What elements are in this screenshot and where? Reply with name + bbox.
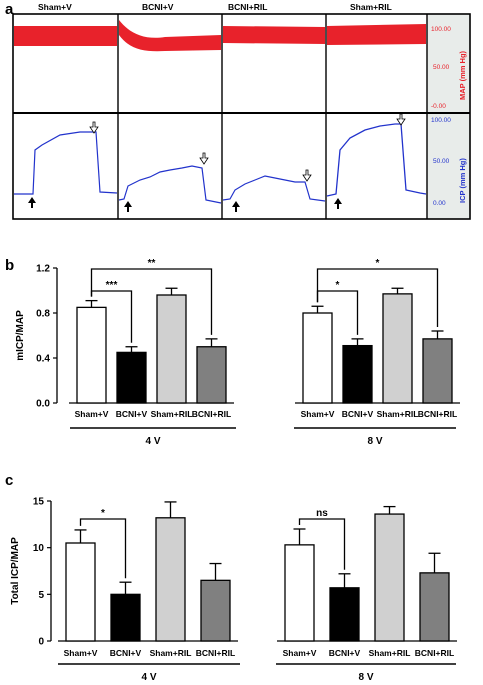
category-label: Sham+V xyxy=(283,648,317,658)
bar xyxy=(422,338,453,404)
map-tick-0: -0.00 xyxy=(431,103,446,110)
bar xyxy=(342,344,373,404)
y-tick-label: 10 xyxy=(33,543,45,554)
category-label: BCNI+V xyxy=(342,409,374,419)
bar xyxy=(200,579,231,642)
map-tick-100: 100.00 xyxy=(431,26,451,33)
category-label: BCNI+RIL xyxy=(415,648,454,658)
icp-trace-sham-v xyxy=(14,131,118,195)
group-label: 4 V xyxy=(141,672,156,683)
panel-label-c: c xyxy=(5,472,13,489)
category-label: Sham+RIL xyxy=(150,648,192,658)
y-tick-label: 0.8 xyxy=(36,309,50,320)
significance-label: * xyxy=(376,258,380,269)
y-tick-label: 1.2 xyxy=(36,264,50,275)
group-label: 8 V xyxy=(358,672,373,683)
trace-title-bcni-v: BCNI+V xyxy=(142,2,174,12)
category-label: Sham+V xyxy=(64,648,98,658)
category-label: Sham+RIL xyxy=(151,409,193,419)
map-trace-bcni-ril xyxy=(223,26,325,44)
chart-c: 0 5 10 15 Total ICP/MAP Sham+V BCNI+V Sham+RIL B… xyxy=(10,497,457,683)
y-tick-label: 0 xyxy=(38,637,44,648)
map-tick-50: 50.00 xyxy=(433,64,450,71)
category-label: BCNI+RIL xyxy=(196,648,235,658)
trace-frame xyxy=(12,13,471,220)
category-label: Sham+RIL xyxy=(369,648,411,658)
map-trace-sham-v xyxy=(14,26,117,46)
trace-title-bcni-ril: BCNI+RIL xyxy=(228,2,267,12)
map-trace-bcni-v xyxy=(119,20,221,52)
panel-label-b: b xyxy=(5,257,14,274)
y-axis-label: mICP/MAP xyxy=(15,310,26,361)
trace-sidebar xyxy=(427,14,470,219)
bar xyxy=(419,572,450,642)
bar xyxy=(76,306,107,404)
y-axis-label: Total ICP/MAP xyxy=(10,537,21,605)
group-label: 4 V xyxy=(145,436,160,447)
y-tick-label: 5 xyxy=(38,590,44,601)
significance-label: * xyxy=(101,508,105,519)
arrow-down-icon xyxy=(89,121,99,134)
arrow-down-icon xyxy=(199,152,209,165)
group-label: 8 V xyxy=(367,436,382,447)
significance-bracket xyxy=(90,268,213,335)
category-label: BCNI+V xyxy=(110,648,142,658)
bar xyxy=(302,312,333,404)
bar xyxy=(374,513,405,642)
bar xyxy=(156,294,187,404)
significance-label: ** xyxy=(148,258,156,269)
trace-title-sham-ril: Sham+RIL xyxy=(350,2,392,12)
significance-bracket xyxy=(298,518,346,570)
panel-label-a: a xyxy=(5,1,14,18)
bar xyxy=(116,351,147,404)
trace-title-sham-v: Sham+V xyxy=(38,2,72,12)
icp-trace-sham-ril xyxy=(326,123,427,197)
icp-trace-bcni-v xyxy=(118,165,222,204)
map-axis-label: MAP (mm Hg) xyxy=(458,50,467,100)
category-label: BCNI+V xyxy=(329,648,361,658)
arrow-up-icon xyxy=(232,201,240,212)
bar xyxy=(110,593,141,642)
y-tick-label: 0.0 xyxy=(36,399,50,410)
bar xyxy=(65,542,96,642)
significance-bracket xyxy=(79,518,127,579)
significance-label: ns xyxy=(316,508,328,519)
icp-axis-label: ICP (mm Hg) xyxy=(458,158,467,203)
bar xyxy=(155,517,186,642)
bar xyxy=(284,544,315,642)
bar xyxy=(329,587,360,642)
y-tick-label: 15 xyxy=(33,497,45,508)
category-label: Sham+V xyxy=(75,409,109,419)
category-label: BCNI+V xyxy=(116,409,148,419)
arrow-down-icon xyxy=(302,169,312,182)
icp-tick-0: 0.00 xyxy=(433,200,446,207)
arrow-down-icon xyxy=(396,113,406,126)
y-tick-label: 0.4 xyxy=(36,354,50,365)
icp-tick-100: 100.00 xyxy=(431,117,451,124)
category-label: BCNI+RIL xyxy=(418,409,457,419)
significance-bracket xyxy=(316,268,439,327)
significance-label: * xyxy=(336,280,340,291)
category-label: Sham+RIL xyxy=(377,409,419,419)
category-label: BCNI+RIL xyxy=(192,409,231,419)
trace-panel: Sham+V BCNI+V BCNI+RIL Sham+RIL 100.00 5… xyxy=(12,2,471,220)
arrow-up-icon xyxy=(334,198,342,209)
map-trace-sham-ril xyxy=(327,24,426,45)
icp-trace-bcni-ril xyxy=(222,175,326,202)
icp-tick-50: 50.00 xyxy=(433,158,450,165)
arrow-up-icon xyxy=(28,197,36,208)
arrow-up-icon xyxy=(124,201,132,212)
significance-label: *** xyxy=(106,280,118,291)
category-label: Sham+V xyxy=(301,409,335,419)
bar xyxy=(382,293,413,404)
bar xyxy=(196,346,227,404)
